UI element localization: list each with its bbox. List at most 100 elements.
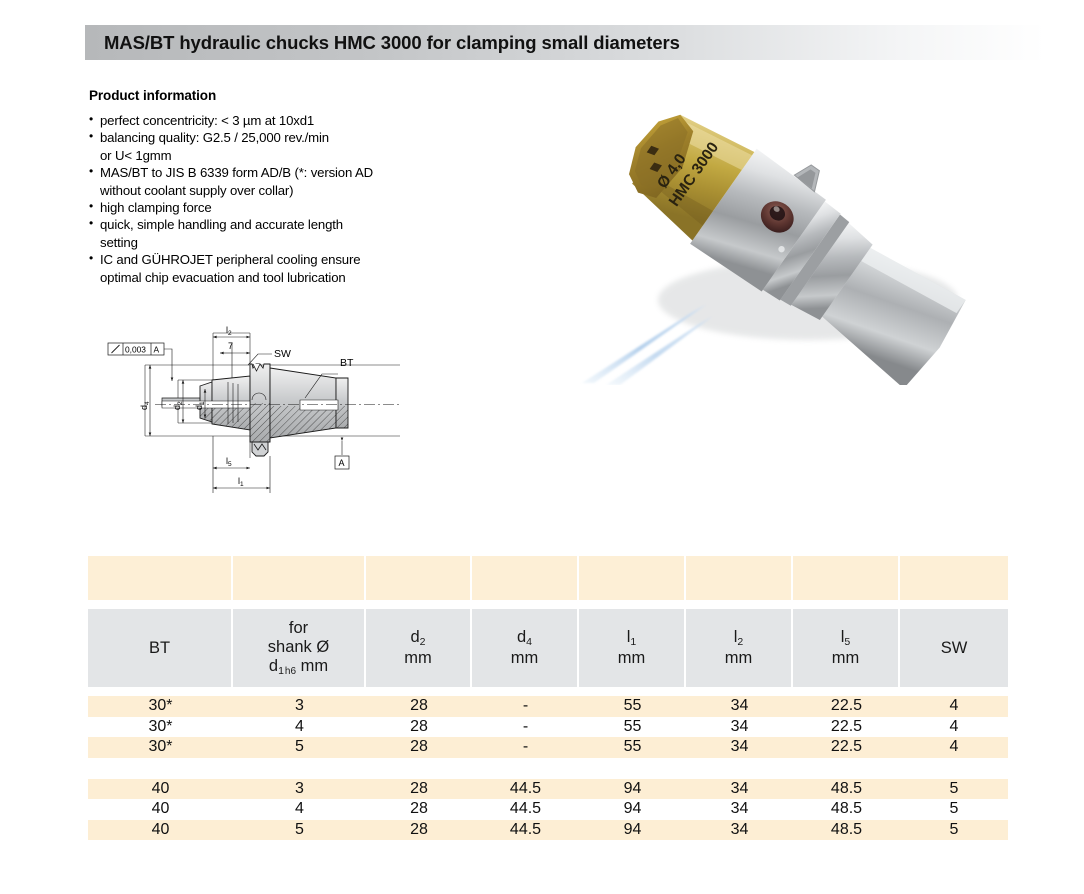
bullet-text-cont: without coolant supply over collar): [100, 182, 294, 198]
bullet-text: balancing quality: G2.5 / 25,000 rev./mi…: [100, 130, 329, 146]
cell-l5: 48.5: [793, 778, 900, 799]
cell-d2: 28: [366, 716, 472, 737]
cell-sw: 5: [900, 819, 1008, 840]
table-top-band: [88, 556, 1008, 600]
bullet-text: MAS/BT to JIS B 6339 form AD/B (*: versi…: [100, 165, 373, 181]
band-cell: [900, 556, 1008, 600]
datum-a-marker: A: [334, 437, 350, 470]
column-header-bt: BT: [88, 609, 233, 687]
column-header-sw: SW: [900, 609, 1008, 687]
drawing-label-l5: l5: [226, 456, 232, 468]
bullet-text: perfect concentricity: < 3 µm at 10xd1: [100, 113, 315, 128]
cell-bt: 30*: [88, 737, 233, 758]
table-row[interactable]: 30* 3 28 - 55 34 22.5 4: [88, 696, 1008, 717]
cell-d2: 28: [366, 696, 472, 717]
band-cell: [793, 556, 900, 600]
header-unit: mm: [617, 649, 646, 667]
list-item: MAS/BT to JIS B 6339 form AD/B (*: versi…: [89, 163, 419, 199]
cell-sw: 5: [900, 799, 1008, 820]
gap-cell: [88, 687, 1008, 696]
cell-shank: 5: [233, 737, 366, 758]
cell-sw: 4: [900, 716, 1008, 737]
band-cell: [366, 556, 472, 600]
table-row[interactable]: 30* 5 28 - 55 34 22.5 4: [88, 737, 1008, 758]
header-symbol: d4: [516, 628, 533, 648]
list-item: perfect concentricity: < 3 µm at 10xd1: [89, 111, 419, 129]
header-unit: mm: [404, 649, 432, 667]
cell-d2: 28: [366, 819, 472, 840]
tolerance-value: 0,003: [125, 345, 146, 355]
table-group-separator: [88, 757, 1008, 779]
coolant-outlet-2: [649, 162, 662, 172]
cell-l2: 34: [686, 716, 793, 737]
table-row[interactable]: 40 5 28 44.5 94 34 48.5 5: [88, 819, 1008, 840]
cell-bt: 30*: [88, 716, 233, 737]
header-label-line1: for: [288, 618, 309, 637]
drawing-label-bt: BT: [340, 357, 354, 369]
cell-sw: 5: [900, 778, 1008, 799]
page-title: MAS/BT hydraulic chucks HMC 3000 for cla…: [104, 31, 680, 53]
header-symbol: d2: [410, 628, 426, 648]
bullet-text-cont: optimal chip evacuation and tool lubrica…: [100, 269, 346, 285]
page-title-bar: MAS/BT hydraulic chucks HMC 3000 for cla…: [85, 25, 1045, 60]
cell-d4: 44.5: [472, 799, 579, 820]
drawing-label-l2: l2: [226, 325, 232, 337]
tolerance-datum: A: [154, 345, 160, 355]
cell-bt: 40: [88, 778, 233, 799]
flange-ring-mid: [762, 201, 841, 301]
table-bottom-pad: [88, 840, 1008, 850]
table-row[interactable]: 40 4 28 44.5 94 34 48.5 5: [88, 799, 1008, 820]
cell-l2: 34: [686, 778, 793, 799]
header-unit: mm: [724, 649, 753, 667]
specification-table-wrapper: BT for shank Ø d1h6 mm d2 mm d4 mm l1 mm…: [88, 556, 1008, 850]
drawing-label-sw: SW: [274, 348, 291, 360]
flange-ring-rear: [791, 222, 873, 320]
header-label: BT: [148, 638, 171, 657]
list-item: balancing quality: G2.5 / 25,000 rev./mi…: [89, 128, 419, 164]
cell-d4: -: [472, 696, 579, 717]
cell-d4: 44.5: [472, 778, 579, 799]
bullet-text-cont: setting: [100, 234, 138, 250]
list-item: IC and GÜHROJET peripheral cooling ensur…: [89, 250, 419, 286]
cell-l5: 48.5: [793, 799, 900, 820]
header-symbol: l2: [733, 628, 744, 648]
cell-bt: 40: [88, 799, 233, 820]
drawing-label-d4: d4: [139, 401, 151, 410]
cell-shank: 4: [233, 799, 366, 820]
cell-d4: -: [472, 716, 579, 737]
pad-cell: [88, 840, 1008, 850]
column-header-d4: d4 mm: [472, 609, 579, 687]
table-row[interactable]: 40 3 28 44.5 94 34 48.5 5: [88, 778, 1008, 799]
cell-d4: -: [472, 737, 579, 758]
cell-l2: 34: [686, 819, 793, 840]
table-header-gap: [88, 687, 1008, 696]
table-band-gap: [88, 600, 1008, 609]
band-cell: [686, 556, 793, 600]
table-row[interactable]: 30* 4 28 - 55 34 22.5 4: [88, 716, 1008, 737]
band-cell: [88, 556, 233, 600]
cell-l1: 94: [579, 819, 686, 840]
cell-d2: 28: [366, 737, 472, 758]
header-label-line2: shank Ø: [267, 637, 330, 656]
coolant-outlet-1: [646, 145, 659, 156]
cell-shank: 3: [233, 696, 366, 717]
cell-shank: 4: [233, 716, 366, 737]
cell-bt: 40: [88, 819, 233, 840]
cell-l5: 22.5: [793, 716, 900, 737]
drawing-label-d2: d2: [172, 401, 184, 410]
cell-sw: 4: [900, 737, 1008, 758]
gap-cell: [88, 600, 1008, 609]
body-hole: [778, 245, 785, 253]
cell-shank: 3: [233, 778, 366, 799]
drawing-label-l1: l1: [238, 476, 244, 488]
bullet-text-cont: or U< 1gmm: [100, 147, 172, 163]
drawing-label-datum-a: A: [339, 458, 345, 468]
table-header-row: BT for shank Ø d1h6 mm d2 mm d4 mm l1 mm…: [88, 609, 1008, 687]
column-header-l2: l2 mm: [686, 609, 793, 687]
cell-l2: 34: [686, 696, 793, 717]
flange-groove: [780, 214, 850, 306]
drawing-label-7: 7: [228, 341, 233, 351]
cell-l1: 94: [579, 799, 686, 820]
list-item: high clamping force: [89, 198, 419, 216]
cell-d4: 44.5: [472, 819, 579, 840]
